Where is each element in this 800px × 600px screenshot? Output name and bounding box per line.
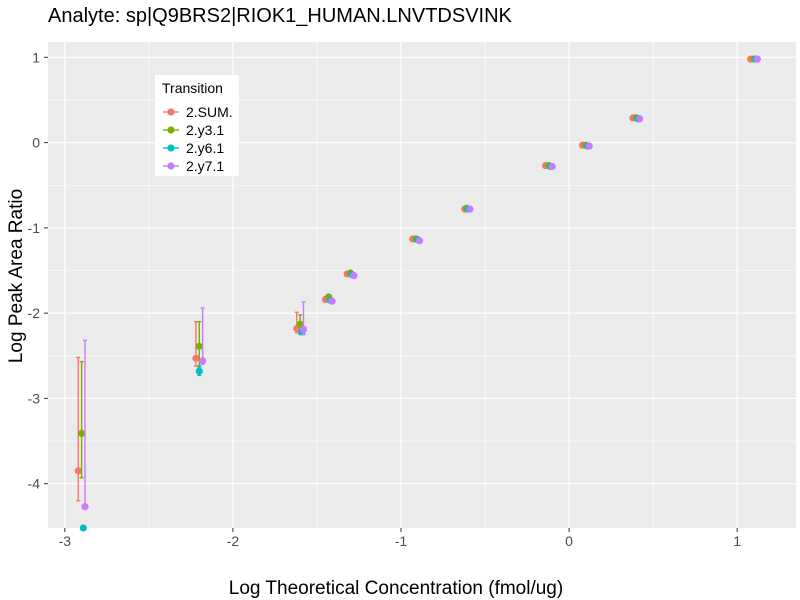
x-tick-label: 1 bbox=[733, 533, 741, 549]
legend-label: 2.y7.1 bbox=[186, 158, 224, 174]
legend-label: 2.SUM. bbox=[186, 104, 233, 120]
y-tick-label: 0 bbox=[32, 135, 40, 151]
data-point bbox=[195, 342, 203, 350]
x-axis-title: Log Theoretical Concentration (fmol/ug) bbox=[229, 578, 563, 599]
data-point bbox=[199, 357, 207, 365]
legend-label: 2.y3.1 bbox=[186, 122, 224, 138]
data-point bbox=[299, 325, 308, 333]
data-point bbox=[79, 524, 87, 532]
y-tick-label: -1 bbox=[28, 220, 41, 236]
legend-key-point bbox=[167, 162, 175, 170]
x-axis-ticks: -3 -2 -1 0 1 bbox=[59, 528, 741, 549]
y-axis-title: Log Peak Area Ratio bbox=[6, 189, 27, 363]
legend-key-point bbox=[167, 108, 175, 116]
data-point bbox=[753, 55, 761, 63]
data-point bbox=[585, 142, 593, 150]
data-point bbox=[350, 272, 358, 280]
y-tick-label: -4 bbox=[28, 476, 41, 492]
data-point bbox=[195, 367, 203, 375]
data-point bbox=[328, 297, 336, 305]
data-point bbox=[296, 320, 304, 328]
data-point bbox=[74, 467, 82, 475]
series-2-y7-1 bbox=[81, 55, 761, 511]
data-point bbox=[81, 503, 89, 511]
data-point bbox=[415, 237, 424, 245]
x-tick-label: -3 bbox=[59, 533, 72, 549]
legend-key-point bbox=[167, 126, 175, 134]
data-point bbox=[466, 205, 474, 213]
legend-label: 2.y6.1 bbox=[186, 140, 224, 156]
legend-key-point bbox=[167, 144, 175, 152]
y-axis-ticks: -4 -3 -2 -1 0 1 bbox=[28, 49, 48, 492]
x-tick-label: 0 bbox=[565, 533, 573, 549]
y-tick-label: 1 bbox=[32, 49, 40, 65]
data-marks bbox=[74, 55, 761, 532]
legend: Transition 2.SUM. 2.y3.1 2.y6.1 2.y7.1 bbox=[155, 75, 239, 176]
y-tick-label: -2 bbox=[28, 305, 41, 321]
y-tick-label: -3 bbox=[28, 390, 41, 406]
legend-title: Transition bbox=[162, 80, 223, 96]
data-point bbox=[548, 162, 556, 171]
data-point bbox=[78, 429, 86, 437]
x-tick-label: -2 bbox=[227, 533, 240, 549]
data-point bbox=[192, 354, 200, 362]
data-point bbox=[636, 115, 644, 123]
legend-box bbox=[155, 75, 239, 176]
chart-title: Analyte: sp|Q9BRS2|RIOK1_HUMAN.LNVTDSVIN… bbox=[48, 5, 513, 27]
x-tick-label: -1 bbox=[395, 533, 408, 549]
